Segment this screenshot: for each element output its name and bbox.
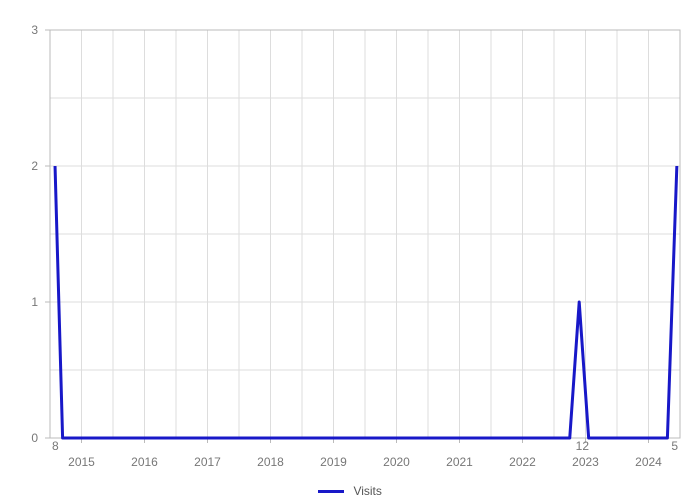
svg-text:2: 2 [31, 159, 38, 173]
svg-text:8: 8 [52, 439, 59, 453]
svg-text:1: 1 [31, 295, 38, 309]
svg-text:2015: 2015 [68, 455, 95, 469]
svg-text:2022: 2022 [509, 455, 536, 469]
legend-label: Visits [353, 484, 381, 498]
svg-text:3: 3 [31, 23, 38, 37]
svg-text:2023: 2023 [572, 455, 599, 469]
legend-swatch [318, 490, 344, 493]
svg-text:12: 12 [576, 439, 590, 453]
chart-svg: 0123201520162017201820192020202120222023… [0, 0, 700, 500]
svg-text:2019: 2019 [320, 455, 347, 469]
visits-line-chart: CONSTRUCCIONES APULCO SL (Spain) Page vi… [0, 0, 700, 500]
svg-text:5: 5 [671, 439, 678, 453]
svg-text:0: 0 [31, 431, 38, 445]
chart-legend: Visits [0, 483, 700, 498]
svg-text:2016: 2016 [131, 455, 158, 469]
svg-text:2018: 2018 [257, 455, 284, 469]
svg-text:2017: 2017 [194, 455, 221, 469]
svg-text:2021: 2021 [446, 455, 473, 469]
svg-text:2024: 2024 [635, 455, 662, 469]
svg-text:2020: 2020 [383, 455, 410, 469]
